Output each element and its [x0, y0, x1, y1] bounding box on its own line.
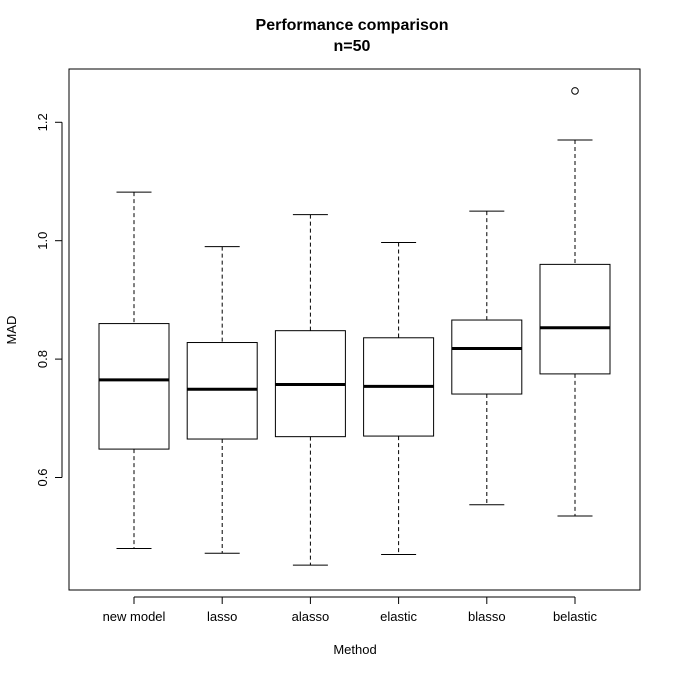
x-tick-label: alasso — [292, 609, 330, 624]
box-iqr — [98, 323, 170, 450]
plot-frame — [68, 68, 641, 591]
box-blasso — [451, 210, 523, 506]
x-tick-label: elastic — [380, 609, 417, 624]
chart-subtitle: n=50 — [334, 38, 371, 55]
box-belastic — [539, 87, 611, 517]
x-tick-label: new model — [103, 609, 166, 624]
box-new-model — [98, 191, 170, 550]
box-iqr — [451, 319, 523, 395]
y-tick-label: 0.6 — [35, 468, 50, 486]
x-tick-label: belastic — [553, 609, 598, 624]
box-lasso — [186, 246, 258, 554]
y-tick-label: 0.8 — [35, 350, 50, 368]
box-iqr — [539, 263, 611, 375]
y-tick-label: 1.0 — [35, 232, 50, 250]
x-axis: new model lasso alasso elastic blasso belasti… — [103, 596, 598, 624]
box-alasso — [274, 214, 346, 566]
outlier-point — [571, 87, 579, 95]
x-axis-label: Method — [333, 642, 376, 657]
chart-title: Performance comparison — [256, 17, 449, 34]
y-tick-label: 1.2 — [35, 113, 50, 131]
y-axis-label: MAD — [4, 316, 19, 345]
x-tick-label: blasso — [468, 609, 506, 624]
boxes-group — [98, 87, 611, 566]
y-axis: 0.6 0.8 1.0 1.2 — [35, 113, 63, 487]
x-tick-label: lasso — [207, 609, 237, 624]
box-elastic — [363, 241, 435, 555]
